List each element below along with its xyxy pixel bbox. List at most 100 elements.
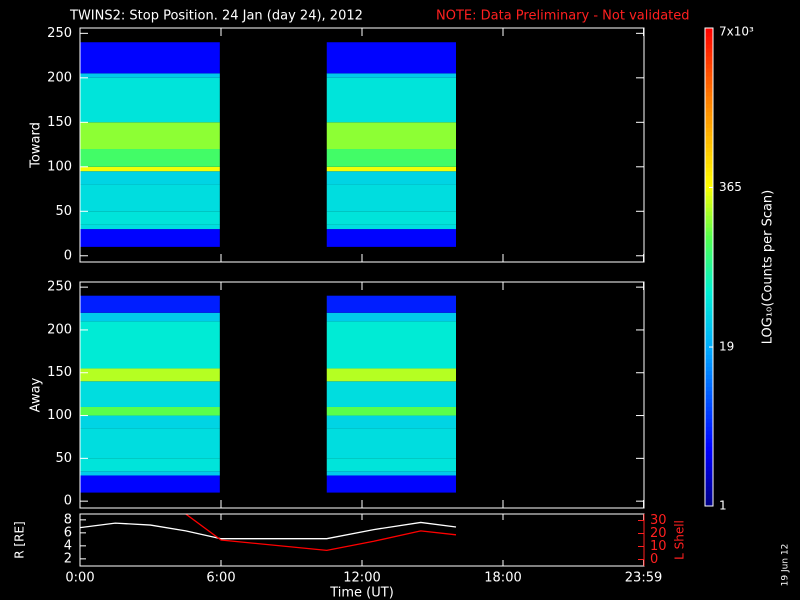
colorbar-step [705, 167, 713, 172]
colorbar-step [705, 466, 713, 471]
heatmap-cell [80, 428, 220, 459]
colorbar-step [705, 63, 713, 69]
colorbar-step [705, 354, 713, 360]
colorbar-step [705, 446, 713, 451]
colorbar-step [705, 450, 713, 455]
colorbar-step [705, 290, 713, 296]
colorbar-step [705, 474, 713, 479]
colorbar-tick-label: 19 [719, 340, 734, 354]
colorbar-step [705, 211, 713, 216]
heatmap-cell [80, 42, 220, 74]
heatmap-cell [326, 166, 456, 172]
heatmap-cell [326, 428, 456, 459]
colorbar-step [705, 286, 713, 292]
colorbar-step [705, 219, 713, 224]
y-axis-title: Toward [29, 122, 44, 169]
colorbar-step [705, 434, 713, 439]
colorbar-step [705, 135, 713, 141]
panel-frame [79, 27, 645, 263]
note: NOTE: Data Preliminary - Not validated [436, 9, 690, 24]
colorbar-step [705, 159, 713, 164]
heatmap-cell [326, 211, 456, 225]
colorbar-step [705, 314, 713, 320]
colorbar-step [705, 334, 713, 340]
colorbar-step [705, 75, 713, 81]
heatmap-cell [80, 381, 220, 407]
colorbar-step [705, 366, 713, 372]
heatmap-cell [326, 77, 456, 123]
y-tick-label: 250 [47, 280, 72, 295]
y2-tick-label: 30 [650, 513, 667, 528]
colorbar-step [705, 247, 713, 252]
heatmap-cell [80, 122, 220, 150]
colorbar-step [705, 215, 713, 220]
date-stamp: 19 Jun 12 [781, 544, 791, 587]
panel-frame [79, 281, 645, 509]
colorbar-title: LOG₁₀(Counts per Scan) [761, 190, 776, 345]
colorbar-step [705, 426, 713, 431]
colorbar-step [705, 438, 713, 443]
x-tick-label: 12:00 [343, 571, 380, 586]
colorbar-step [705, 195, 713, 200]
colorbar-step [705, 259, 713, 264]
colorbar-step [705, 306, 713, 312]
colorbar-step [705, 107, 713, 113]
heatmap-cell [80, 475, 220, 493]
x-tick-label: 6:00 [206, 571, 235, 586]
heatmap-cell [80, 312, 220, 322]
colorbar-step [705, 163, 713, 168]
colorbar-step [705, 199, 713, 204]
colorbar-step [705, 191, 713, 196]
colorbar-step [705, 318, 713, 324]
colorbar-step [705, 494, 713, 499]
panel-frame [79, 513, 645, 567]
colorbar-step [705, 43, 713, 49]
data-line [185, 514, 457, 552]
heatmap-cell [80, 415, 220, 429]
chart-title: TWINS2: Stop Position. 24 Jan (day 24), … [69, 9, 363, 24]
heatmap-cell [326, 73, 456, 78]
colorbar-step [705, 422, 713, 427]
heatmap-cell [80, 321, 220, 369]
colorbar-step [705, 362, 713, 368]
colorbar-step [705, 278, 713, 284]
x-tick-label: 0:00 [65, 571, 94, 586]
y-tick-label: 0 [64, 248, 72, 263]
colorbar-step [705, 99, 713, 105]
colorbar-step [705, 390, 713, 395]
colorbar-step [705, 239, 713, 244]
colorbar-step [705, 282, 713, 288]
colorbar-step [705, 51, 713, 57]
colorbar-step [705, 155, 713, 160]
heatmap-cell [80, 471, 220, 476]
colorbar-step [705, 330, 713, 336]
colorbar-step [705, 490, 713, 495]
colorbar-step [705, 350, 713, 356]
colorbar-step [705, 251, 713, 256]
colorbar-step [705, 294, 713, 300]
heatmap-cell [326, 122, 456, 150]
colorbar-step [705, 410, 713, 415]
colorbar-step [705, 406, 713, 411]
colorbar-step [705, 87, 713, 93]
y2-axis-title: L Shell [673, 520, 687, 560]
heatmap-cell [80, 224, 220, 230]
colorbar-step [705, 270, 713, 276]
colorbar-step [705, 255, 713, 260]
colorbar-step [705, 123, 713, 129]
colorbar-step [705, 274, 713, 280]
colorbar-step [705, 267, 713, 272]
heatmap-cell [80, 368, 220, 382]
colorbar-step [705, 223, 713, 228]
colorbar-step [705, 386, 713, 391]
colorbar-step [705, 28, 713, 33]
colorbar-step [705, 103, 713, 109]
colorbar-step [705, 47, 713, 53]
heatmap-cell [326, 295, 456, 313]
y-tick-label: 50 [55, 451, 72, 466]
colorbar-step [705, 322, 713, 328]
colorbar-step [705, 478, 713, 483]
colorbar-step [705, 31, 713, 37]
y-tick-label: 250 [47, 26, 72, 41]
